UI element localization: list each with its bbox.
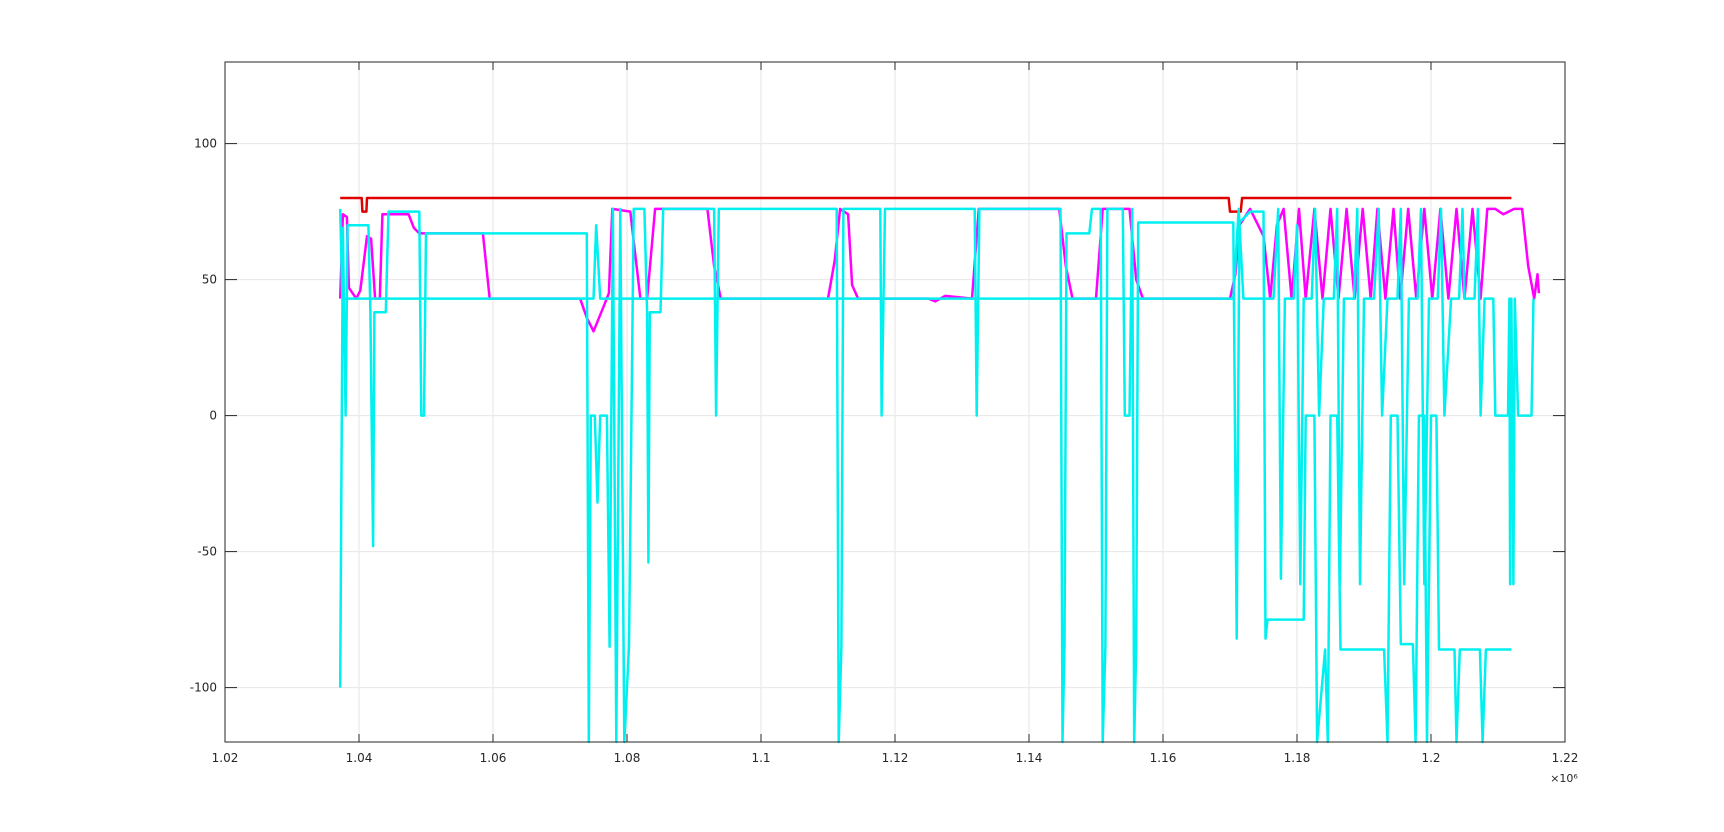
y-tick-label: -50 bbox=[197, 545, 217, 559]
ticks: 1.02 1.04 1.06 1.08 1.1 1.12 1.14 1.16 1.18 1.2 1.… bbox=[190, 62, 1579, 765]
y-tick-label: 50 bbox=[202, 273, 217, 287]
series-line-red bbox=[340, 196, 1512, 213]
x-tick-label: 1.1 bbox=[751, 751, 770, 765]
y-tick-label: -100 bbox=[190, 681, 217, 695]
x-tick-label: 1.16 bbox=[1150, 751, 1177, 765]
x-tick-label: 1.08 bbox=[614, 751, 641, 765]
x-tick-label: 1.18 bbox=[1284, 751, 1311, 765]
series-line-cyan-a bbox=[338, 207, 1512, 744]
x-tick-label: 1.2 bbox=[1421, 751, 1440, 765]
x-tick-label: 1.06 bbox=[480, 751, 507, 765]
x-tick-label: 1.14 bbox=[1016, 751, 1043, 765]
x-tick-label: 1.04 bbox=[346, 751, 373, 765]
x-tick-label: 1.12 bbox=[882, 751, 909, 765]
series-group bbox=[338, 196, 1541, 744]
y-tick-label: 0 bbox=[209, 409, 217, 423]
x-exponent-label: ×10⁶ bbox=[1550, 772, 1578, 785]
y-tick-label: 100 bbox=[194, 137, 217, 151]
x-tick-label: 1.02 bbox=[212, 751, 239, 765]
x-tick-label: 1.22 bbox=[1552, 751, 1579, 765]
series-line-cyan-b bbox=[338, 207, 1535, 586]
